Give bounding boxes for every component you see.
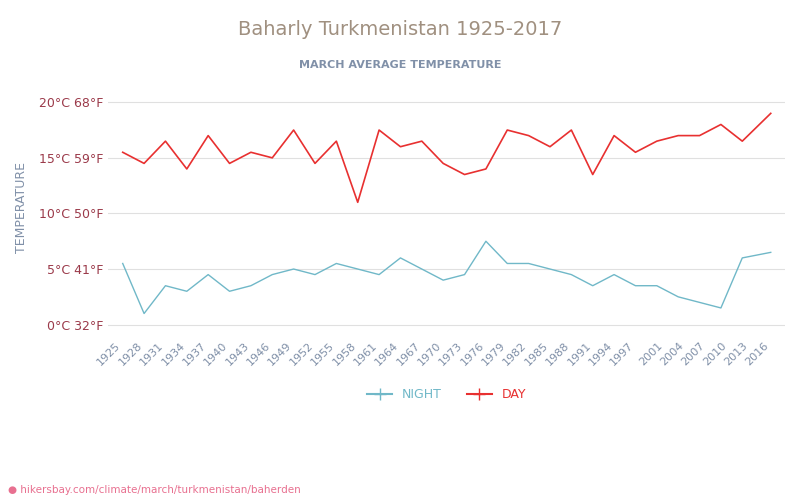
Y-axis label: TEMPERATURE: TEMPERATURE: [15, 162, 28, 254]
Text: ● hikersbay.com/climate/march/turkmenistan/baherden: ● hikersbay.com/climate/march/turkmenist…: [8, 485, 301, 495]
Text: Baharly Turkmenistan 1925-2017: Baharly Turkmenistan 1925-2017: [238, 20, 562, 39]
Legend: NIGHT, DAY: NIGHT, DAY: [362, 383, 531, 406]
Text: MARCH AVERAGE TEMPERATURE: MARCH AVERAGE TEMPERATURE: [298, 60, 502, 70]
